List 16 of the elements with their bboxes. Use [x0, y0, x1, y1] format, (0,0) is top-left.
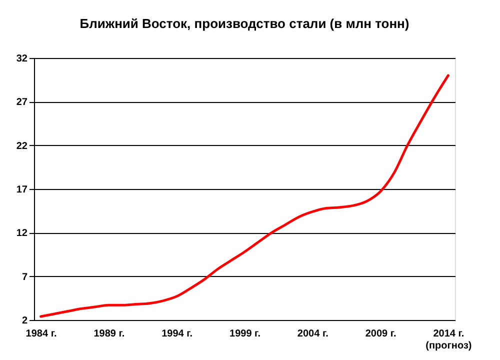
- x-tick-label: 2009 г.: [365, 328, 397, 340]
- x-tick-label: 1989 г.: [94, 328, 125, 340]
- y-tick-label: 7: [22, 272, 28, 283]
- x-tick-label: 2004 г.: [297, 328, 329, 340]
- y-tick-label: 32: [16, 54, 28, 64]
- chart-title: Ближний Восток, производство стали (в млн тонн): [80, 16, 410, 31]
- y-tick-label: 17: [16, 184, 28, 196]
- line-series: [40, 74, 450, 318]
- y-tick-label: 2: [22, 316, 28, 326]
- x-tick-label: 2014 г. (прогноз): [426, 328, 472, 352]
- x-tick-label: 1994 г.: [162, 328, 193, 340]
- x-tick-label: 1984 г.: [26, 328, 57, 340]
- y-tick-label: 22: [16, 140, 28, 152]
- y-tick-label: 27: [16, 97, 28, 108]
- x-tick-label: 1999 г.: [230, 328, 261, 340]
- y-tick-label: 12: [16, 228, 28, 240]
